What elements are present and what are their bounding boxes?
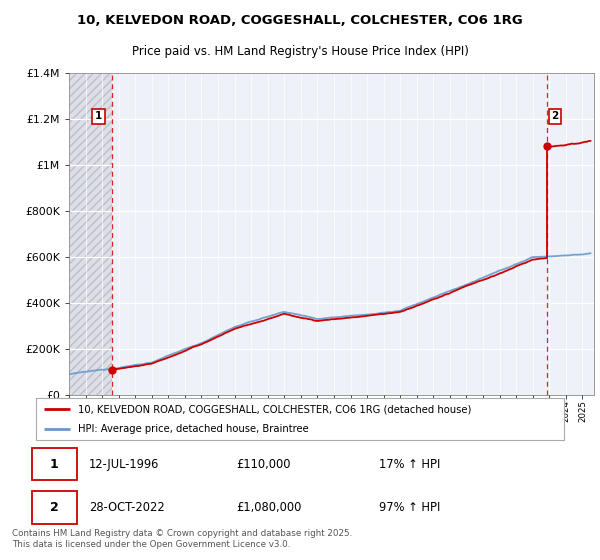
FancyBboxPatch shape [32, 491, 77, 524]
Text: 12-JUL-1996: 12-JUL-1996 [89, 458, 159, 470]
FancyBboxPatch shape [36, 398, 564, 440]
Text: 1: 1 [95, 111, 102, 122]
Text: 97% ↑ HPI: 97% ↑ HPI [379, 501, 440, 514]
Text: 1: 1 [50, 458, 59, 470]
Text: 10, KELVEDON ROAD, COGGESHALL, COLCHESTER, CO6 1RG: 10, KELVEDON ROAD, COGGESHALL, COLCHESTE… [77, 14, 523, 27]
Text: £110,000: £110,000 [236, 458, 291, 470]
Text: 28-OCT-2022: 28-OCT-2022 [89, 501, 164, 514]
Text: £1,080,000: £1,080,000 [236, 501, 302, 514]
Text: Contains HM Land Registry data © Crown copyright and database right 2025.
This d: Contains HM Land Registry data © Crown c… [12, 529, 352, 549]
Text: Price paid vs. HM Land Registry's House Price Index (HPI): Price paid vs. HM Land Registry's House … [131, 45, 469, 58]
Text: 2: 2 [50, 501, 59, 514]
Text: 10, KELVEDON ROAD, COGGESHALL, COLCHESTER, CO6 1RG (detached house): 10, KELVEDON ROAD, COGGESHALL, COLCHESTE… [78, 404, 472, 414]
Text: 2: 2 [551, 111, 559, 122]
Bar [69, 73, 112, 395]
Text: 17% ↑ HPI: 17% ↑ HPI [379, 458, 440, 470]
FancyBboxPatch shape [32, 448, 77, 480]
Text: HPI: Average price, detached house, Braintree: HPI: Average price, detached house, Brai… [78, 424, 309, 434]
